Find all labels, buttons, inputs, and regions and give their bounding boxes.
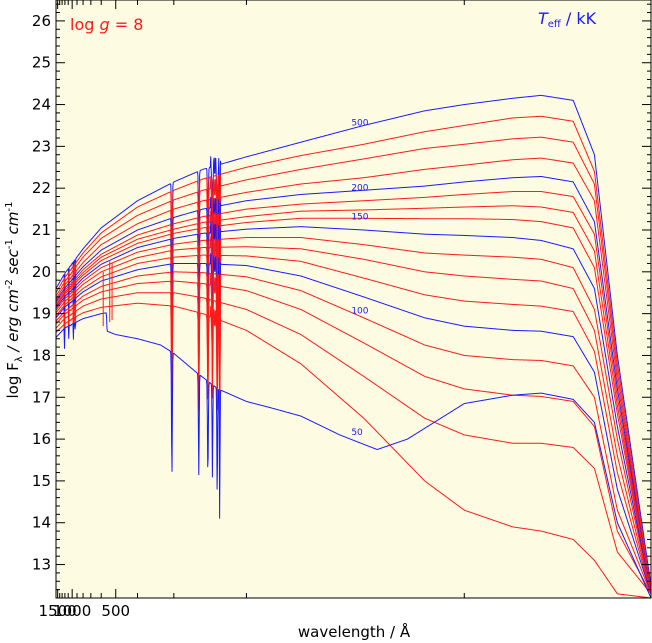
x-tick-label: 500: [101, 602, 130, 620]
teff-label: 50: [351, 428, 363, 438]
series-line: [55, 191, 652, 594]
y-tick-label: 18: [32, 346, 51, 364]
y-tick-label: 19: [32, 305, 51, 323]
plot-frame: [55, 0, 652, 599]
curves-group: [55, 94, 652, 599]
y-tick-label: 14: [32, 514, 51, 532]
y-tick-label: 22: [32, 179, 51, 197]
series-line: [55, 236, 652, 594]
series-line: [55, 254, 652, 594]
y-tick-label: 24: [32, 96, 51, 114]
series-line: [55, 252, 652, 594]
legend-log-g: log g = 8: [70, 15, 143, 34]
series-line: [55, 136, 652, 594]
series-line: [55, 273, 652, 595]
legend-teff: Teff / kK: [538, 9, 597, 30]
y-tick-label: 15: [32, 472, 51, 490]
y-tick-label: 13: [32, 556, 51, 574]
y-tick-label: 16: [32, 430, 51, 448]
x-axis-title: wavelength / Å: [298, 622, 411, 641]
series-line: [55, 94, 652, 586]
y-tick-label: 17: [32, 388, 51, 406]
x-tick-label: 1500: [39, 602, 77, 620]
series-line: [55, 217, 652, 594]
teff-label: 500: [351, 118, 368, 128]
series-line: [55, 237, 652, 594]
teff-label: 100: [351, 307, 368, 317]
series-line: [55, 302, 652, 599]
y-tick-label: 25: [32, 54, 51, 72]
series-line: [55, 292, 652, 595]
series-line: [55, 312, 652, 599]
plot-background: [56, 0, 651, 598]
x-tick-label: 1000: [53, 602, 91, 620]
y-tick-label: 21: [32, 221, 51, 239]
series-line: [55, 157, 652, 594]
y-tick-label: 26: [32, 12, 51, 30]
y-tick-label: 23: [32, 137, 51, 155]
series-line: [55, 221, 652, 594]
series-line: [55, 205, 652, 594]
annotations-group: 500 200 150 100 50: [351, 118, 368, 437]
teff-label: 200: [351, 183, 368, 193]
y-tick-label: 20: [32, 263, 51, 281]
series-line: [55, 115, 652, 590]
y-axis-title: log Fλ / erg cm-2 sec-1 cm-1: [4, 202, 25, 399]
teff-label: 150: [351, 213, 368, 223]
series-line: [55, 175, 652, 594]
series-line: [55, 271, 652, 595]
y-axis: 13 14 15 16 17 18 19 20 21 22 23 24 25 26: [32, 3, 651, 599]
